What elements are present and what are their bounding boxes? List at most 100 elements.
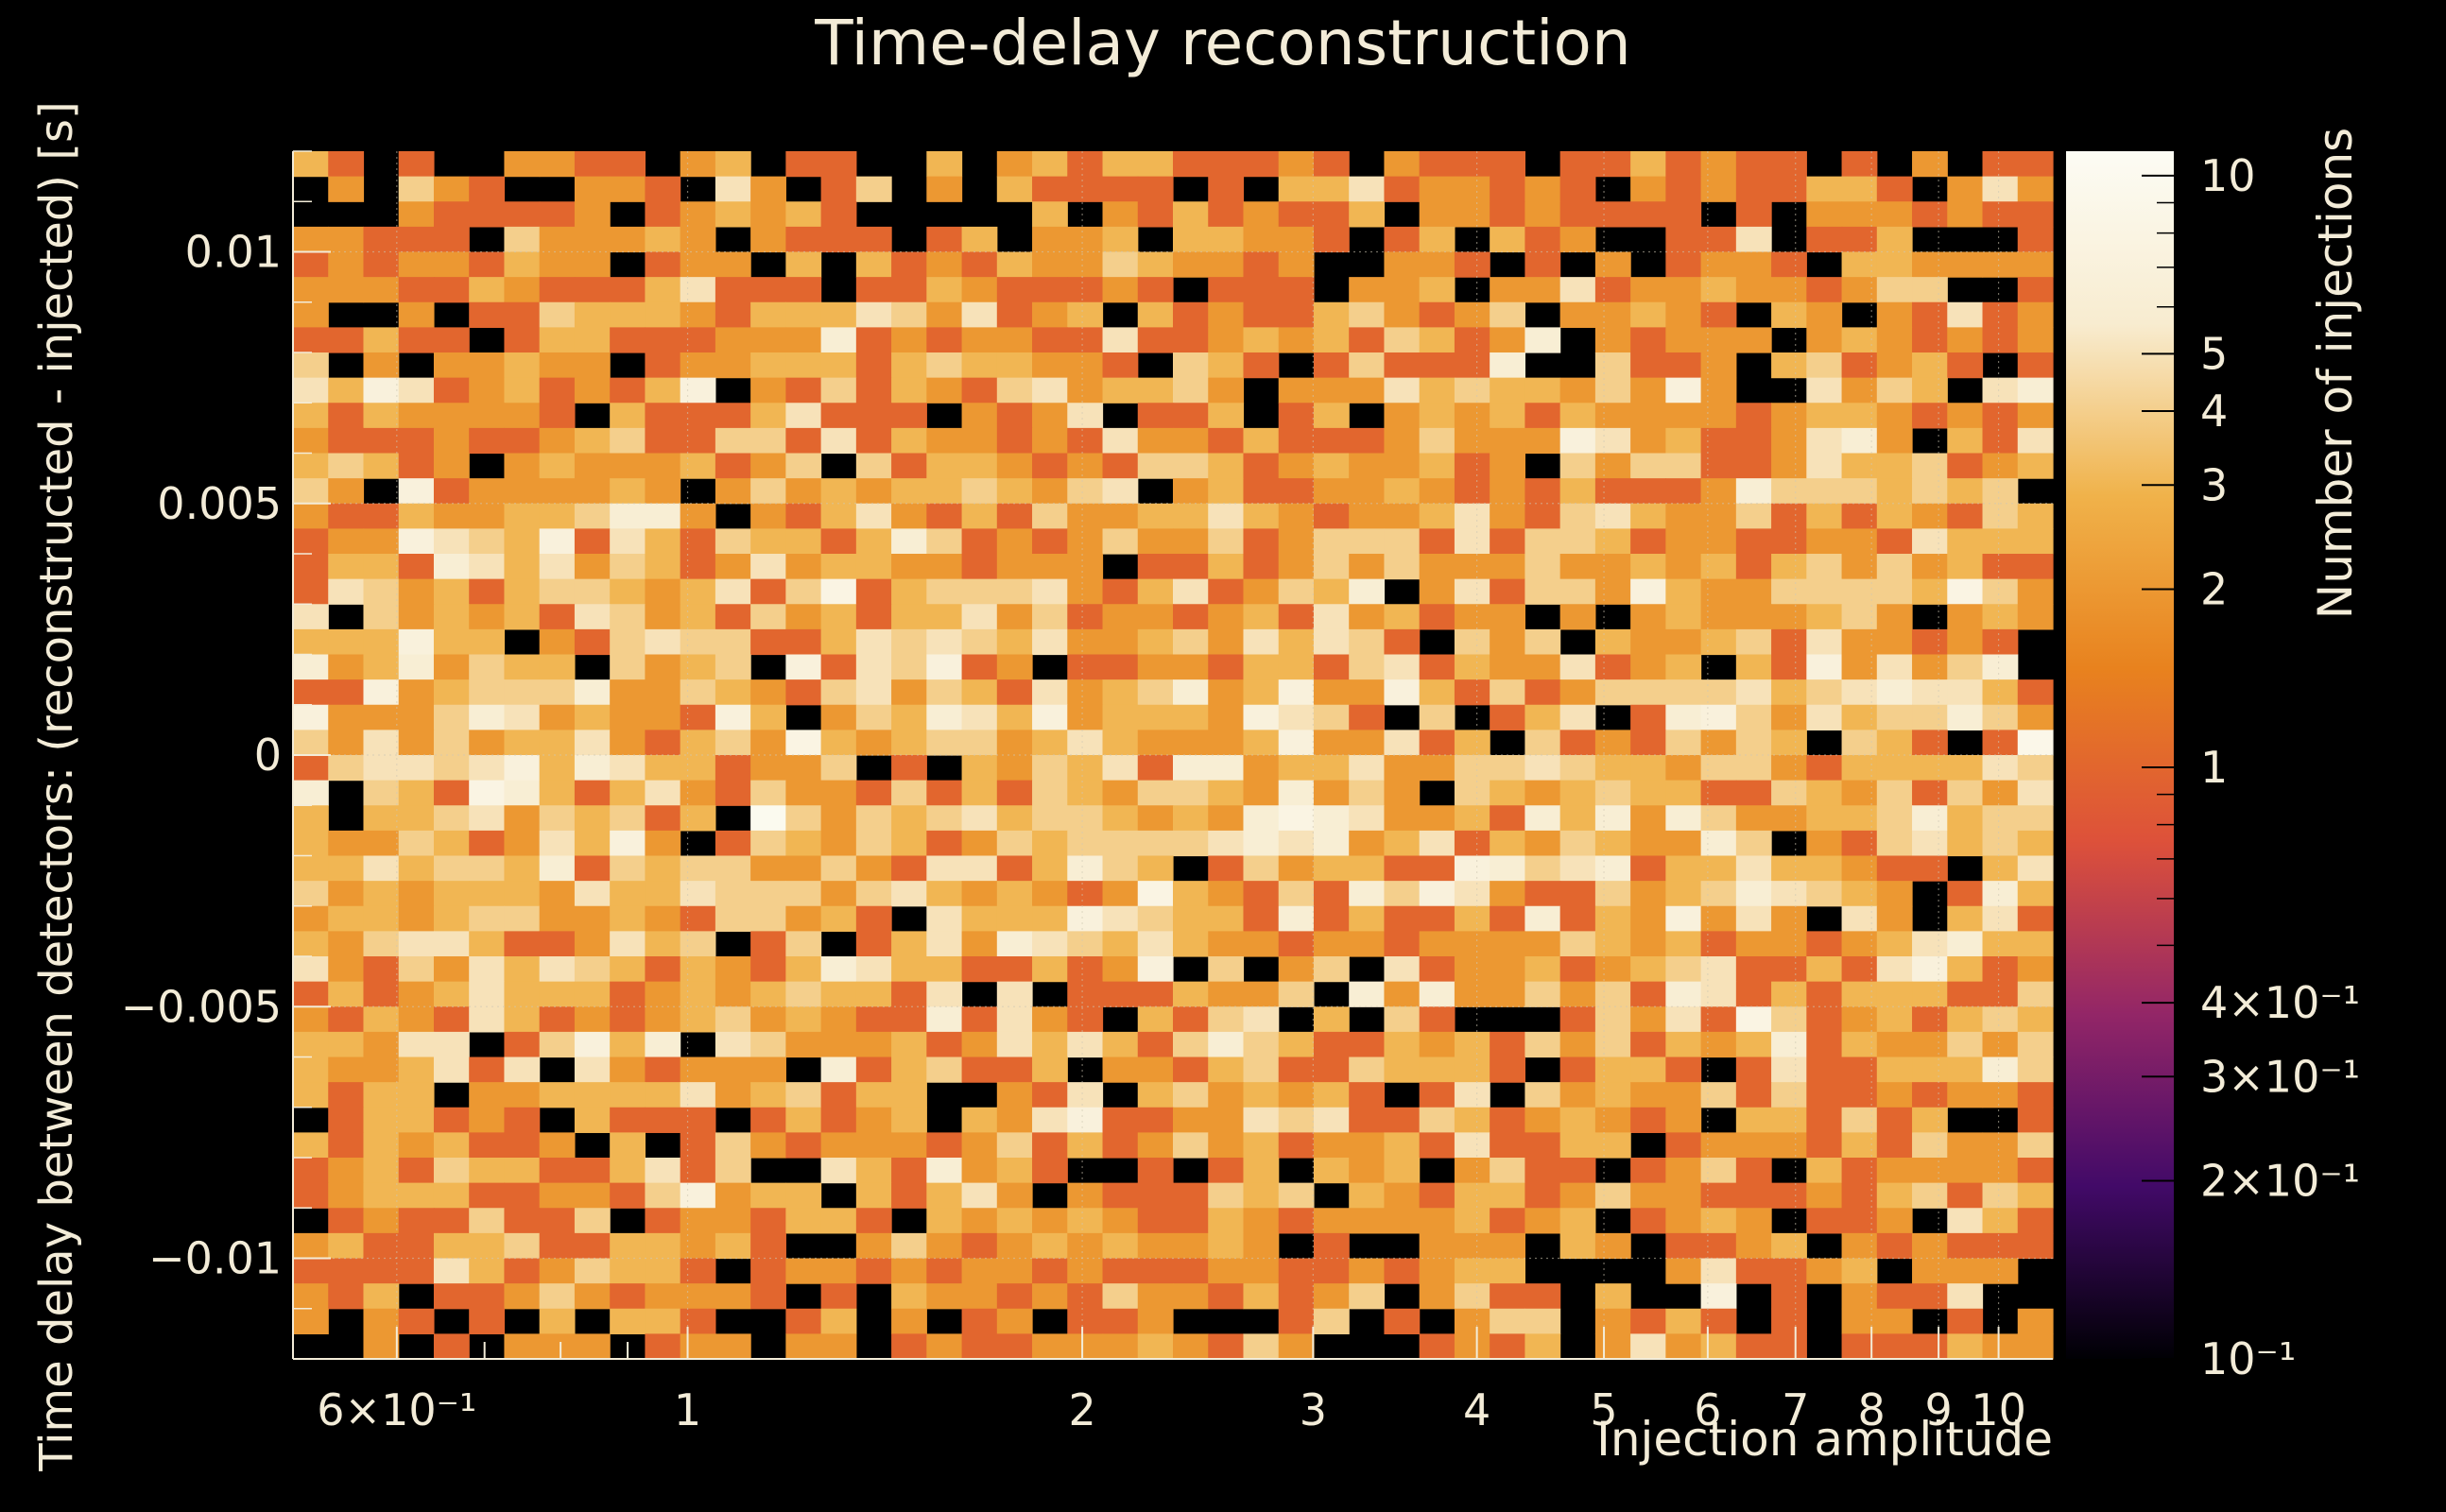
- heatmap-cell: [1313, 931, 1350, 957]
- heatmap-cell: [363, 251, 400, 278]
- heatmap-cell: [1137, 1107, 1174, 1133]
- heatmap-cell: [926, 528, 963, 555]
- heatmap-cell: [1947, 1158, 1984, 1184]
- heatmap-cell: [398, 1232, 435, 1260]
- heatmap-cell: [539, 1158, 576, 1184]
- heatmap-cell: [1384, 604, 1421, 630]
- heatmap-cell: [715, 755, 751, 782]
- heatmap-cell: [1243, 604, 1280, 630]
- heatmap-cell: [1912, 628, 1948, 656]
- heatmap-cell: [398, 427, 435, 455]
- heatmap-cell: [1278, 830, 1315, 857]
- heatmap-cell: [1243, 628, 1280, 656]
- heatmap-cell: [1419, 503, 1456, 529]
- heatmap-cell: [961, 679, 998, 706]
- heatmap-cell: [996, 578, 1033, 605]
- heatmap-cell: [1594, 755, 1631, 782]
- heatmap-cell: [1876, 855, 1913, 882]
- heatmap-cell: [891, 780, 927, 806]
- heatmap-cell: [1665, 905, 1702, 932]
- heatmap-cell: [680, 1006, 716, 1033]
- heatmap-cell: [433, 201, 470, 228]
- heatmap-cell: [398, 931, 435, 957]
- heatmap-cell: [539, 1283, 576, 1310]
- heatmap-cell: [1594, 1182, 1631, 1209]
- heatmap-cell: [1559, 377, 1596, 404]
- heatmap-cell: [996, 679, 1033, 706]
- heatmap-cell: [1771, 1006, 1807, 1033]
- heatmap-cell: [1313, 830, 1350, 857]
- heatmap-cell: [1278, 151, 1315, 178]
- heatmap-cell: [1700, 151, 1737, 178]
- heatmap-cell: [469, 1283, 506, 1310]
- heatmap-cell: [715, 427, 751, 455]
- heatmap-cell: [1630, 403, 1666, 429]
- heatmap-cell: [926, 277, 963, 303]
- heatmap-cell: [1594, 1107, 1631, 1133]
- heatmap-cell: [1137, 628, 1174, 656]
- heatmap-cell: [1841, 503, 1878, 529]
- heatmap-cell: [1384, 277, 1421, 303]
- heatmap-cell: [1700, 905, 1737, 932]
- heatmap-cell: [1947, 956, 1984, 983]
- heatmap-cell: [1032, 805, 1068, 832]
- heatmap-cell: [610, 1308, 646, 1334]
- heatmap-cell: [1243, 453, 1280, 479]
- heatmap-cell: [961, 327, 998, 353]
- heatmap-cell: [1419, 176, 1456, 202]
- heatmap-cell: [293, 503, 329, 529]
- heatmap-cell: [1524, 1158, 1561, 1184]
- heatmap-cell: [1278, 805, 1315, 832]
- heatmap-cell: [1419, 1208, 1456, 1234]
- heatmap-cell: [1032, 881, 1068, 907]
- heatmap-cell: [1806, 352, 1843, 379]
- heatmap-cell: [1665, 730, 1702, 756]
- heatmap-cell: [891, 931, 927, 957]
- grid-lines: [293, 151, 2053, 1359]
- heatmap-cell: [469, 251, 506, 278]
- heatmap-cell: [2017, 427, 2054, 455]
- heatmap-cell: [1243, 1182, 1280, 1209]
- heatmap-cell: [715, 403, 751, 429]
- heatmap-cell: [2017, 1232, 2054, 1260]
- heatmap-cell: [1173, 528, 1209, 555]
- heatmap-cell: [1559, 1107, 1596, 1133]
- heatmap-cell: [1841, 1107, 1878, 1133]
- heatmap-cell: [996, 1208, 1033, 1234]
- heatmap-cell: [680, 1132, 716, 1159]
- heatmap-cell: [680, 528, 716, 555]
- heatmap-cell: [891, 1232, 927, 1260]
- heatmap-cell: [1665, 151, 1702, 178]
- heatmap-cell: [1912, 956, 1948, 983]
- heatmap-cell: [1982, 1006, 2019, 1033]
- heatmap-cell: [363, 327, 400, 353]
- heatmap-cell: [504, 151, 541, 178]
- heatmap-cell: [1630, 604, 1666, 630]
- heatmap-cell: [1594, 956, 1631, 983]
- heatmap-cell: [1349, 176, 1386, 202]
- heatmap-cell: [926, 855, 963, 882]
- heatmap-cell: [1067, 226, 1104, 253]
- heatmap-cell: [539, 830, 576, 857]
- heatmap-cell: [750, 277, 786, 303]
- heatmap-cell: [1067, 1132, 1104, 1159]
- heatmap-cell: [1032, 151, 1068, 178]
- heatmap-cell: [610, 1057, 646, 1083]
- heatmap-cell: [645, 654, 681, 680]
- heatmap-cell: [1454, 1283, 1490, 1310]
- heatmap-cell: [363, 1182, 400, 1209]
- heatmap-cell: [1947, 176, 1984, 202]
- heatmap-cell: [680, 1107, 716, 1133]
- heatmap-cell: [1208, 478, 1245, 505]
- heatmap-cell: [1032, 327, 1068, 353]
- heatmap-cell: [785, 628, 822, 656]
- heatmap-cell: [715, 1232, 751, 1260]
- heatmap-cell: [504, 352, 541, 379]
- heatmap-cell: [1700, 628, 1737, 656]
- heatmap-cell: [1806, 704, 1843, 730]
- heatmap-cell: [1419, 578, 1456, 605]
- heatmap-cell: [1313, 755, 1350, 782]
- heatmap-cell: [855, 1158, 892, 1184]
- heatmap-cell: [750, 528, 786, 555]
- heatmap-cell: [1278, 931, 1315, 957]
